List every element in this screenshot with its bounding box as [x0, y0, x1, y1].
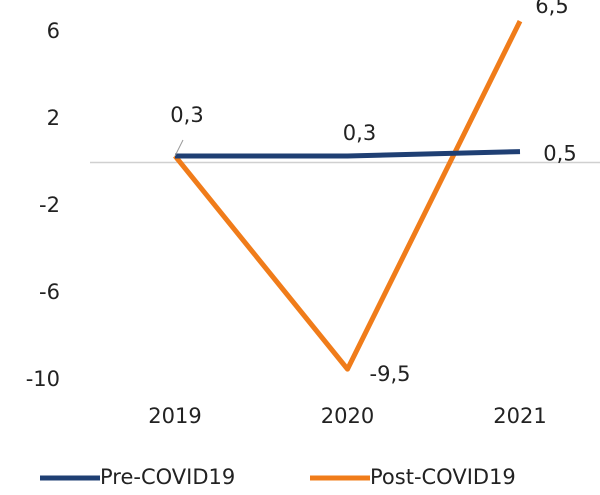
data-label: 6,5 — [535, 0, 568, 18]
x-tick-label: 2020 — [321, 404, 374, 428]
y-tick-label: -2 — [39, 193, 60, 217]
data-label: 0,3 — [343, 121, 376, 145]
y-tick-label: -6 — [39, 280, 60, 304]
y-tick-label: 2 — [47, 106, 60, 130]
data-label: 0,5 — [543, 142, 576, 166]
legend-label: Pre-COVID19 — [100, 465, 235, 489]
data-label: -9,5 — [370, 362, 411, 386]
x-tick-label: 2021 — [493, 404, 546, 428]
data-label: 0,3 — [170, 103, 203, 127]
series-line — [175, 149, 521, 159]
legend-label: Post-COVID19 — [370, 465, 516, 489]
series-line — [173, 20, 523, 372]
leader-line — [174, 139, 184, 157]
x-tick-label: 2019 — [148, 404, 201, 428]
y-tick-label: -10 — [26, 367, 60, 391]
y-tick-label: 6 — [47, 19, 60, 43]
